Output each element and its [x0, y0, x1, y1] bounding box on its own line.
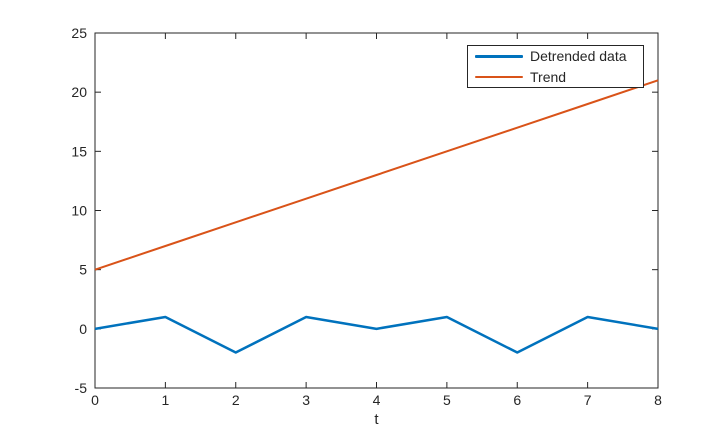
- y-tick-label: -5: [75, 380, 88, 396]
- legend-label: Trend: [530, 68, 567, 85]
- x-tick-label: 2: [232, 392, 240, 408]
- x-tick-label: 7: [584, 392, 592, 408]
- y-tick-label: 5: [79, 262, 87, 278]
- x-tick-label: 5: [443, 392, 451, 408]
- x-tick-label: 1: [161, 392, 169, 408]
- x-tick-label: 8: [654, 392, 662, 408]
- y-tick-label: 20: [71, 84, 87, 100]
- legend-line-sample-trend: [475, 75, 523, 78]
- legend-label: Detrended data: [530, 48, 627, 65]
- y-tick-label: 25: [71, 25, 87, 41]
- y-tick-label: 10: [71, 203, 87, 219]
- series-line-trend: [94, 79, 659, 271]
- x-tick-label: 6: [513, 392, 521, 408]
- x-tick-label: 0: [91, 392, 99, 408]
- y-tick-label: 15: [71, 143, 87, 159]
- x-tick-label: 3: [302, 392, 310, 408]
- legend-line-sample-detrended-data: [475, 55, 523, 58]
- y-tick-label: 0: [79, 321, 87, 337]
- x-axis-label: t: [374, 411, 379, 428]
- series-line-detrended-data: [94, 315, 659, 354]
- legend-entry: Detrended data: [475, 46, 643, 67]
- x-tick-label: 4: [373, 392, 381, 408]
- legend-entry: Trend: [475, 67, 643, 88]
- legend: Detrended data Trend: [467, 45, 644, 88]
